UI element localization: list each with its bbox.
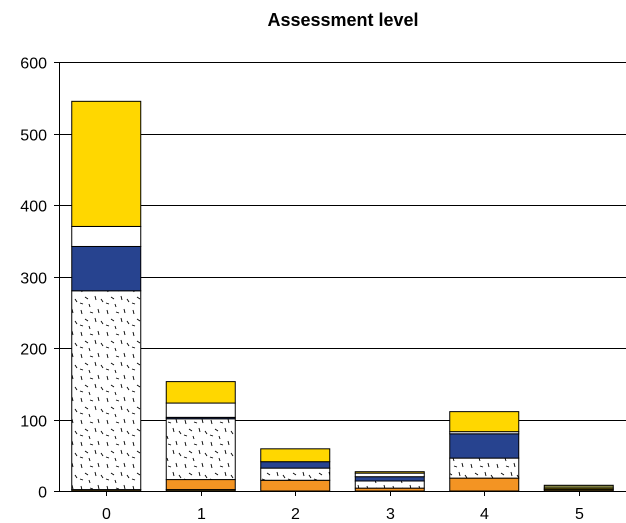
bar-segment	[354, 476, 425, 482]
bar-segment	[71, 225, 142, 247]
x-tick-labels: 0 1 2 3 4 5	[102, 506, 584, 523]
bar-segment	[165, 418, 236, 481]
bar-segment	[449, 457, 520, 479]
bar-segment	[260, 467, 331, 481]
bar-segment	[165, 381, 236, 404]
y-tick-label: 300	[20, 271, 47, 288]
bar-segment	[354, 480, 425, 489]
x-tick-label: 0	[102, 506, 111, 523]
bar-segment	[543, 484, 614, 489]
gridlines	[59, 62, 626, 421]
bar-segment	[165, 479, 236, 491]
bar-segment	[165, 402, 236, 418]
y-tick-label: 600	[20, 56, 47, 73]
x-tick-label: 2	[291, 506, 300, 523]
bar-segment	[354, 472, 425, 478]
y-tick-label: 200	[20, 342, 47, 359]
bar-segment	[260, 461, 331, 469]
bar-segment	[354, 471, 425, 474]
y-tick-label: 500	[20, 128, 47, 145]
y-tick-label: 100	[20, 414, 47, 431]
bar-segment	[260, 479, 331, 492]
bar-segment	[449, 411, 520, 433]
x-tick-label: 4	[480, 506, 489, 523]
bar-segment	[71, 290, 142, 491]
y-tick-label: 400	[20, 199, 47, 216]
y-tick-labels: 0 100 200 300 400 500 600	[20, 56, 47, 502]
x-tick-label: 1	[197, 506, 206, 523]
bar-segment	[71, 100, 142, 227]
axes	[54, 62, 626, 496]
bar-segment	[449, 477, 520, 492]
y-tick-label: 0	[38, 485, 47, 502]
chart-title: Assessment level	[267, 10, 418, 30]
x-tick-label: 3	[386, 506, 395, 523]
x-tick-label: 5	[575, 506, 584, 523]
bar-segment	[260, 448, 331, 463]
bar-segment	[71, 245, 142, 292]
bars	[71, 100, 614, 492]
bar-segment	[449, 433, 520, 459]
